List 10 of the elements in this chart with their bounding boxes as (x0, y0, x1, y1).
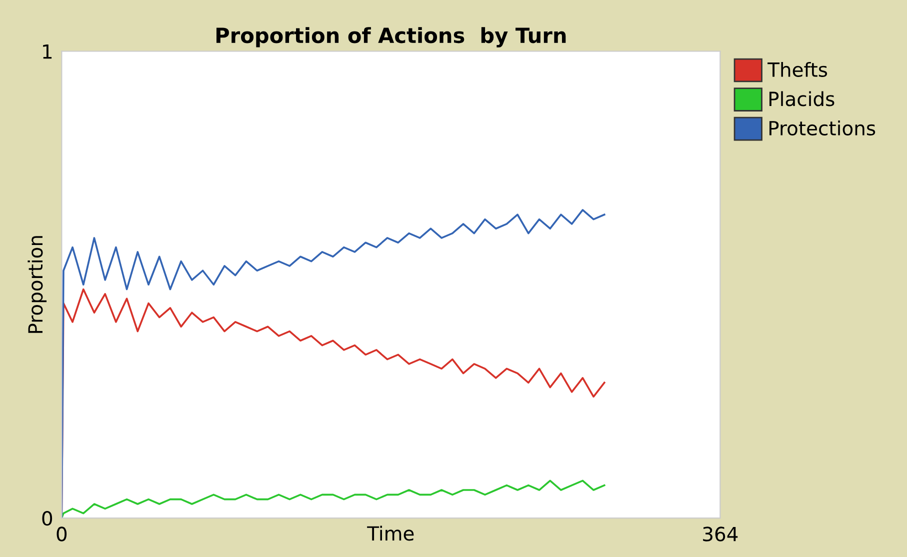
legend-label: Protections (769, 120, 876, 136)
legend-label: Thefts (768, 62, 828, 77)
y-tick-label: 1 (43, 44, 52, 59)
x-axis-title: Time (367, 526, 414, 541)
chart-title: Proportion of Actions by Turn (216, 27, 566, 48)
legend-label: Placids (769, 91, 834, 106)
y-axis-title: Proportion (28, 236, 47, 333)
line-series (62, 209, 606, 518)
x-tick-label: 364 (703, 526, 738, 542)
line-series (62, 480, 606, 518)
